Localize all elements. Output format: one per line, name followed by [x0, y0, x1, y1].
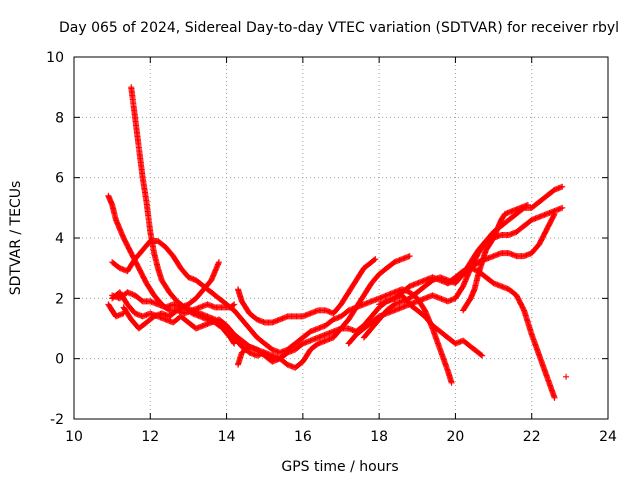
x-tick-label: 16 — [294, 429, 312, 445]
x-tick-label: 24 — [599, 429, 617, 445]
grid — [74, 57, 608, 419]
x-tick-label: 20 — [447, 429, 465, 445]
data-point — [231, 301, 238, 308]
data-point — [563, 373, 570, 380]
data-point — [448, 379, 455, 386]
x-tick-label: 18 — [370, 429, 388, 445]
data-point — [559, 204, 566, 211]
data-point — [479, 352, 486, 359]
data-point — [559, 183, 566, 190]
data-point — [551, 394, 558, 401]
y-tick-label: 10 — [46, 50, 64, 66]
y-tick-label: 0 — [55, 352, 64, 368]
x-tick-label: 22 — [523, 429, 541, 445]
data-point — [551, 212, 558, 219]
data-point — [231, 340, 238, 347]
y-tick-label: 4 — [55, 231, 64, 247]
data-point — [524, 201, 531, 208]
y-tick-label: 6 — [55, 171, 64, 187]
plot-frame — [73, 56, 609, 420]
chart-title: Day 065 of 2024, Sidereal Day-to-day VTE… — [59, 20, 619, 36]
y-tick-label: 8 — [55, 110, 64, 126]
data-point — [406, 253, 413, 260]
data-point — [478, 351, 485, 358]
data-marks — [105, 84, 570, 401]
data-point — [120, 310, 127, 317]
x-tick-label: 14 — [218, 429, 236, 445]
data-point — [215, 259, 222, 266]
data-point — [372, 256, 379, 263]
data-point — [551, 210, 558, 217]
data-point — [230, 339, 237, 346]
x-axis-label: GPS time / hours — [281, 459, 398, 475]
data-point — [230, 302, 237, 309]
data-point — [371, 256, 378, 263]
x-tick-label: 10 — [65, 429, 83, 445]
y-axis-label: SDTVAR / TECUs — [8, 181, 24, 296]
y-tick-label: 2 — [55, 291, 64, 307]
y-tick-label: -2 — [50, 412, 64, 428]
x-tick-label: 12 — [141, 429, 159, 445]
